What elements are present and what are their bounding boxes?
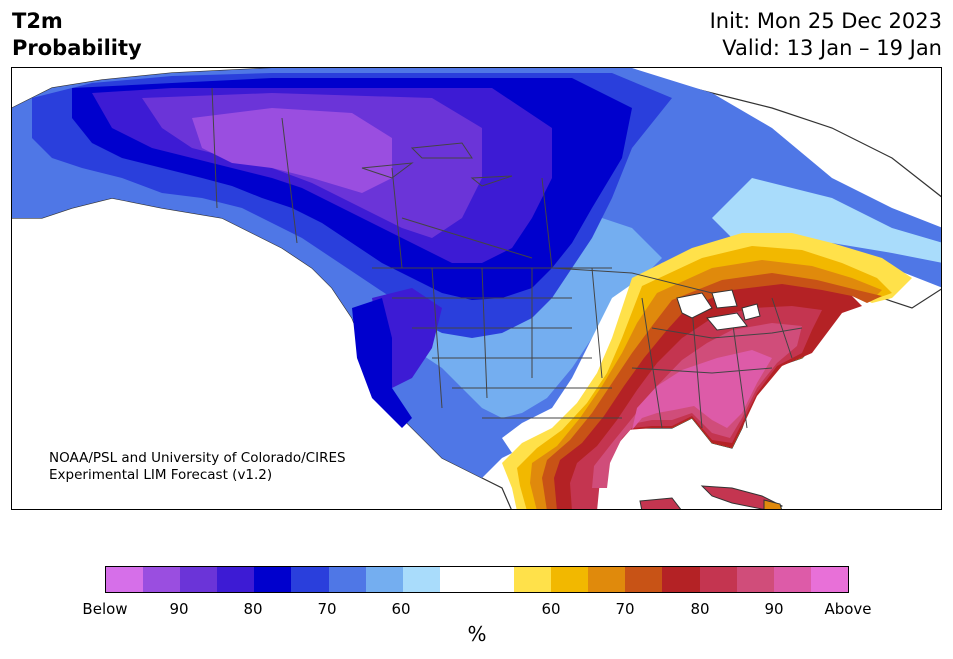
colorbar-segment-2 [180,567,218,592]
colorbar-segment-16 [699,567,737,592]
colorbar-label-below-70: 70 [317,600,337,618]
colorbar-segment-8 [402,567,440,592]
colorbar-label-below: Below [82,600,128,618]
title-quantity: Probability [12,36,142,60]
credit-line-2: Experimental LIM Forecast (v1.2) [49,467,273,483]
forecast-dates: Init: Mon 25 Dec 2023 Valid: 13 Jan – 19… [710,8,942,62]
colorbar-segment-14 [625,567,663,592]
colorbar-segment-5 [291,567,329,592]
colorbar-segment-13 [588,567,626,592]
title-variable: T2m [12,9,63,33]
colorbar-segment-19 [810,567,848,592]
colorbar-segment-11 [514,567,552,592]
colorbar-segment-7 [365,567,403,592]
colorbar-label-above-60: 60 [541,600,561,618]
colorbar [105,566,849,593]
colorbar-segment-3 [217,567,255,592]
colorbar-label-below-80: 80 [243,600,263,618]
credit-line-1: NOAA/PSL and University of Colorado/CIRE… [49,450,346,466]
lakes [676,289,761,331]
colorbar-segment-18 [773,567,811,592]
colorbar-segment-0 [106,567,144,592]
colorbar-segment-6 [328,567,366,592]
colorbar-segment-15 [662,567,700,592]
colorbar-unit: % [467,622,487,646]
colorbar-segment-17 [736,567,774,592]
probability-map [11,67,942,510]
colorbar-segment-1 [143,567,181,592]
colorbar-label-above-70: 70 [615,600,635,618]
colorbar-label-above-90: 90 [764,600,784,618]
credit-text: NOAA/PSL and University of Colorado/CIRE… [49,450,346,484]
neutral-corridor [502,246,742,453]
colorbar-label-above-80: 80 [690,600,710,618]
map-title: T2m Probability [12,8,142,62]
boundaries [211,87,803,429]
colorbar-segment-9 [439,567,477,592]
colorbar-segment-4 [254,567,292,592]
colorbar-segment-12 [551,567,589,592]
valid-range: Valid: 13 Jan – 19 Jan [722,36,942,60]
init-date: Init: Mon 25 Dec 2023 [709,9,942,33]
warm-anomaly-contours [502,233,912,509]
colorbar-label-below-90: 90 [169,600,189,618]
colorbar-segment-10 [476,567,515,592]
caribbean-islands [639,485,784,509]
colorbar-label-below-60: 60 [391,600,411,618]
map-svg [12,68,941,509]
colorbar-label-above: Above [824,600,872,618]
